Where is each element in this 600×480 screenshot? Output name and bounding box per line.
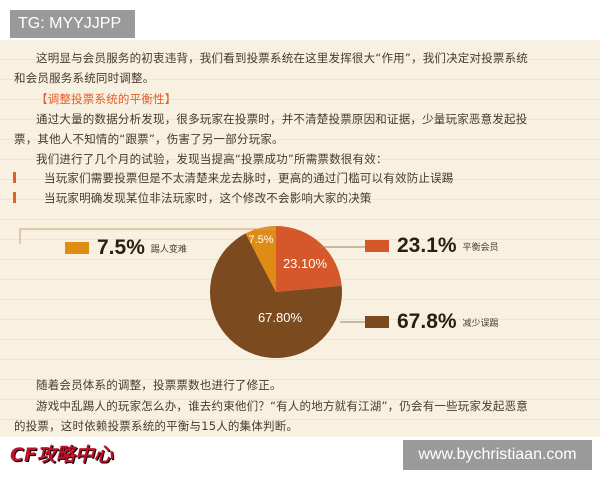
watermark: www.bychristiaan.com: [403, 440, 592, 470]
bullet-marker: [13, 192, 16, 203]
legend-label: 踢人变难: [150, 244, 187, 255]
pie-slice-1: [210, 233, 342, 358]
legend-reduce: 67.8% 减少误踢: [365, 310, 499, 334]
paragraph-5-line-2: 的投票，这时依赖投票系统的平衡与15人的集体判断。: [14, 419, 299, 433]
paragraph-5-line-1: 游戏中乱踢人的玩家怎么办，谁去约束他们？“有人的地方就有江湖”，仍会有一些玩家发…: [36, 399, 529, 413]
paragraph-2-line-2: 票，其他人不知情的“跟票”，伤害了另一部分玩家。: [14, 132, 284, 146]
bullet-marker: [13, 172, 16, 183]
legend-swatch: [365, 316, 389, 328]
paragraph-3: 我们进行了几个月的试验，发现当提高“投票成功”所需票数很有效：: [36, 152, 388, 166]
legend-label: 减少误踢: [462, 318, 499, 329]
legend-kick: 7.5% 踢人变难: [65, 236, 187, 260]
paragraph-1-line-1: 这明显与会员服务的初衷违背，我们看到投票系统在这里发挥很大“作用”，我们决定对投…: [36, 51, 529, 65]
legend-balance: 23.1% 平衡会员: [365, 234, 499, 258]
paragraph-4: 随着会员体系的调整，投票票数也进行了修正。: [36, 378, 282, 392]
legend-value: 67.8%: [397, 310, 457, 333]
pie-slice-2: [245, 226, 276, 292]
paragraph-2-line-1: 通过大量的数据分析发现，很多玩家在投票时，并不清楚投票原因和证据，少量玩家恶意发…: [36, 112, 528, 126]
cf-logo: CF攻略中心: [10, 444, 113, 466]
legend-label: 平衡会员: [462, 242, 499, 253]
slice-label-reduce: 67.80%: [258, 310, 303, 325]
legend-swatch: [65, 242, 89, 254]
bullet-1: 当玩家们需要投票但是不太清楚来龙去脉时，更高的通过门槛可以有效防止误踢: [44, 171, 454, 185]
bullet-2: 当玩家明确发现某位非法玩家时，这个修改不会影响大家的决策: [44, 191, 372, 205]
pie-slice-0: [276, 226, 342, 292]
section-heading: 【调整投票系统的平衡性】: [36, 92, 177, 106]
slice-label-kick: 7.5%: [248, 234, 273, 246]
paragraph-1-line-2: 和会员服务系统同时调整。: [14, 71, 155, 85]
leader-line-kick: [19, 228, 276, 244]
slice-label-balance: 23.10%: [283, 256, 328, 271]
legend-swatch: [365, 240, 389, 252]
header-tag: TG: MYYJJPP: [10, 10, 135, 38]
legend-value: 7.5%: [97, 236, 145, 259]
legend-value: 23.1%: [397, 234, 457, 257]
